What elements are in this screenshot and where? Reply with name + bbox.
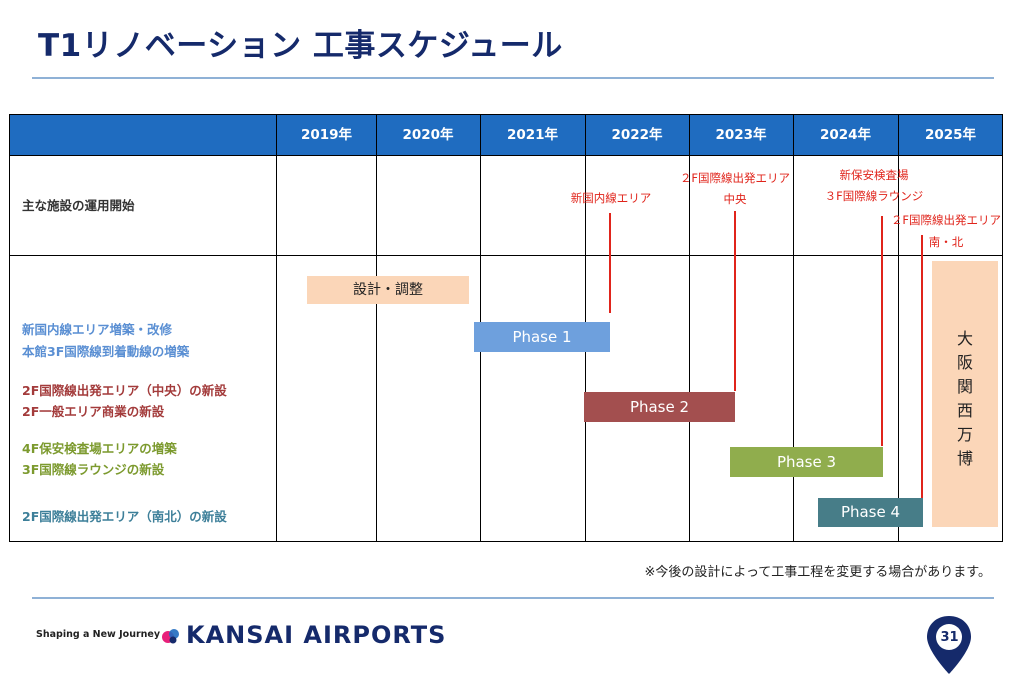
footer-divider xyxy=(32,597,994,599)
osaka-kansai-expo-box: 大 阪 関 西 万 博 xyxy=(932,261,998,527)
phase-2-bar: Phase 2 xyxy=(584,392,735,422)
row-label-r3-line2: 3F国際線ラウンジの新設 xyxy=(22,462,165,477)
milestone-domestic-area: 新国内線エリア xyxy=(570,191,652,205)
expo-char: 阪 xyxy=(956,353,973,372)
milestone-intl-northsouth-line1: ２F国際線出発エリア xyxy=(890,213,1002,227)
expo-char: 関 xyxy=(956,377,973,396)
row-label-facility-start: 主な施設の運用開始 xyxy=(22,198,135,213)
grid-line xyxy=(793,115,794,541)
brand-name: KANSAI AIRPORTS xyxy=(186,621,447,649)
year-header-row xyxy=(10,115,1002,155)
page-number: 31 xyxy=(940,630,959,645)
milestone-security-line2: ３F国際線ラウンジ xyxy=(824,189,924,203)
phase-3-bar: Phase 3 xyxy=(730,447,883,477)
year-2023: 2023年 xyxy=(715,127,767,143)
milestone-line xyxy=(881,216,883,446)
expo-char: 万 xyxy=(956,425,973,444)
expo-char: 西 xyxy=(956,401,973,420)
milestone-security-line1: 新保安検査場 xyxy=(839,168,909,182)
year-2022: 2022年 xyxy=(611,127,663,143)
milestone-intl-central-line2: 中央 xyxy=(723,192,747,206)
expo-char: 大 xyxy=(956,329,973,348)
brand-tagline: Shaping a New Journey xyxy=(36,629,161,640)
schedule-table: 2019年 2020年 2021年 2022年 2023年 2024年 2025… xyxy=(9,114,1003,542)
row-label-r1-line1: 新国内線エリア増築・改修 xyxy=(22,322,173,337)
grid-line xyxy=(376,115,377,541)
expo-char: 博 xyxy=(956,449,973,468)
design-adjustment-bar: 設計・調整 xyxy=(307,276,469,304)
grid-line xyxy=(276,115,277,541)
row-label-r2-line2: 2F一般エリア商業の新設 xyxy=(22,404,165,419)
phase-1-bar: Phase 1 xyxy=(474,322,610,352)
schedule-disclaimer: ※今後の設計によって工事工程を変更する場合があります。 xyxy=(644,565,991,580)
page-number-pin-icon xyxy=(927,616,971,674)
year-2019: 2019年 xyxy=(300,127,353,143)
milestone-intl-central-line1: ２F国際線出発エリア xyxy=(679,171,791,185)
row-label-r4-line1: 2F国際線出発エリア（南北）の新設 xyxy=(22,509,227,524)
milestone-intl-northsouth-line2: 南・北 xyxy=(928,235,964,249)
grid-line xyxy=(689,115,690,541)
phase-4-bar: Phase 4 xyxy=(818,498,923,527)
title-divider xyxy=(32,77,994,79)
year-2024: 2024年 xyxy=(819,127,872,143)
milestone-line xyxy=(734,211,736,391)
grid-line xyxy=(10,155,1002,156)
year-2020: 2020年 xyxy=(402,127,454,143)
row-label-r1-line2: 本館3F国際線到着動線の増築 xyxy=(22,344,190,359)
page-title: T1リノベーション 工事スケジュール xyxy=(38,28,563,64)
milestone-line xyxy=(921,235,923,498)
grid-line xyxy=(898,115,899,541)
grid-line xyxy=(10,255,1002,256)
year-2025: 2025年 xyxy=(924,127,977,143)
milestone-line xyxy=(609,213,611,313)
year-2021: 2021年 xyxy=(506,127,559,143)
row-label-r3-line1: 4F保安検査場エリアの増築 xyxy=(22,441,177,456)
kansai-airports-logo-icon xyxy=(162,629,179,644)
row-label-r2-line1: 2F国際線出発エリア（中央）の新設 xyxy=(22,383,227,398)
